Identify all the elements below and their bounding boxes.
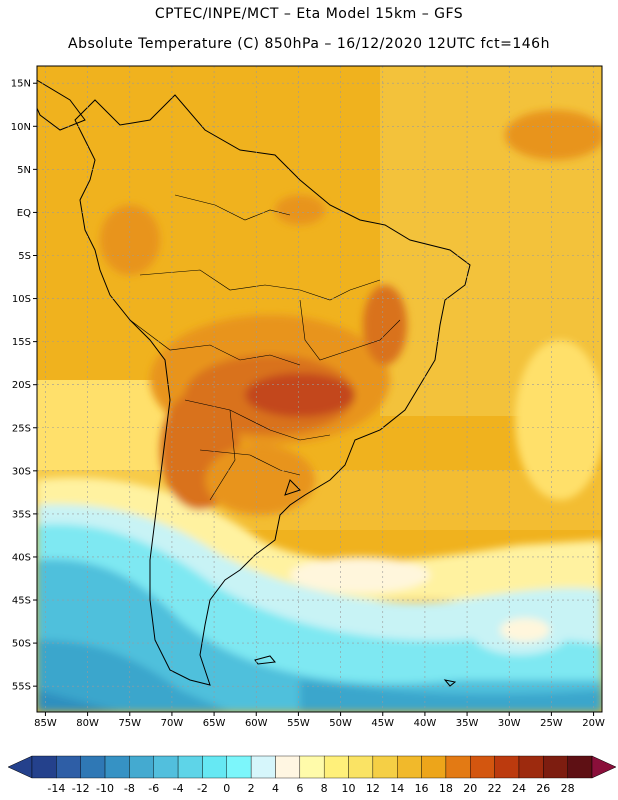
- colorbar-min-arrow: [7, 755, 33, 779]
- coastlines: [37, 79, 471, 687]
- colorbar-label: 28: [561, 782, 575, 795]
- colorbar-swatch: [226, 755, 252, 779]
- colorbar-label: -8: [124, 782, 135, 795]
- lon-tick-label: 55W: [287, 718, 310, 729]
- lat-tick-label: 20S: [12, 380, 31, 391]
- lat-tick-label: 45S: [12, 596, 31, 607]
- colorbar-swatch: [421, 755, 447, 779]
- colorbar-swatch: [397, 755, 422, 779]
- colorbar-swatch: [567, 755, 593, 779]
- colorbar-swatch: [177, 755, 203, 779]
- borders: [129, 194, 401, 501]
- lon-tick-label: 35W: [456, 718, 479, 729]
- colorbar-label: -14: [47, 782, 65, 795]
- lat-tick-label: 10N: [11, 122, 31, 133]
- colorbar-swatch: [323, 755, 349, 779]
- lat-tick-label: 10S: [12, 294, 31, 305]
- colorbar-label: 16: [415, 782, 429, 795]
- lon-tick-label: 65W: [203, 718, 226, 729]
- lat-tick-label: 40S: [12, 552, 31, 563]
- lat-tick-label: 15S: [12, 337, 31, 348]
- lon-tick-label: 40W: [414, 718, 437, 729]
- colorbar-label: -4: [173, 782, 184, 795]
- lon-tick-label: 20W: [582, 718, 605, 729]
- lon-tick-label: 30W: [498, 718, 521, 729]
- lat-tick-label: 5S: [18, 251, 31, 262]
- colorbar-label: -6: [148, 782, 159, 795]
- graticule: [37, 66, 602, 712]
- colorbar-label: -2: [197, 782, 208, 795]
- lat-tick-label: 30S: [12, 466, 31, 477]
- colorbar-label: 12: [366, 782, 380, 795]
- colorbar-label: 6: [296, 782, 303, 795]
- lon-tick-label: 75W: [118, 718, 141, 729]
- colorbar-swatch: [543, 755, 568, 779]
- axis-ticks: [33, 82, 595, 716]
- lon-tick-label: 60W: [245, 718, 268, 729]
- lat-tick-label: 15N: [11, 79, 31, 90]
- lon-tick-label: 70W: [161, 718, 184, 729]
- lat-tick-label: 55S: [12, 682, 31, 693]
- colorbar-label: 24: [512, 782, 526, 795]
- colorbar-swatch: [56, 755, 81, 779]
- lon-tick-label: 50W: [329, 718, 352, 729]
- heat-core-24c: [245, 373, 355, 417]
- temperature-field: [37, 66, 602, 712]
- colorbar-label: 22: [488, 782, 502, 795]
- central-america-outline: [37, 79, 86, 131]
- colorbar-label: 20: [463, 782, 477, 795]
- band-neg2c: [37, 640, 230, 712]
- colorbar-swatch: [153, 755, 179, 779]
- colorbar-swatch: [299, 755, 325, 779]
- colorbar-swatch: [348, 755, 374, 779]
- colorbar-swatch: [494, 755, 520, 779]
- lon-tick-label: 45W: [371, 718, 394, 729]
- lat-tick-label: 5N: [17, 165, 31, 176]
- map-title-line2: Absolute Temperature (C) 850hPa – 16/12/…: [68, 36, 550, 52]
- colorbar-swatch: [104, 755, 130, 779]
- colorbar-swatch: [129, 755, 154, 779]
- colorbar-label: 18: [439, 782, 453, 795]
- longitude-labels: 85W 80W 75W 70W 65W 60W 55W 50W 45W 40W 35W 30W 25W 2…: [34, 718, 605, 729]
- colorbar-swatch: [31, 755, 57, 779]
- lat-tick-label: 35S: [12, 509, 31, 520]
- lat-tick-label: EQ: [17, 208, 31, 219]
- colorbar-max-arrow: [591, 755, 617, 779]
- colorbar-swatch: [80, 755, 106, 779]
- colorbar-label: 26: [536, 782, 550, 795]
- colorbar-label: 8: [321, 782, 328, 795]
- colorbar-swatch: [275, 755, 301, 779]
- plot-frame: [36, 65, 603, 713]
- map-title-line1: CPTEC/INPE/MCT – Eta Model 15km – GFS: [154, 6, 464, 22]
- colorbar-label: 14: [390, 782, 404, 795]
- lon-tick-label: 85W: [34, 718, 57, 729]
- colorbar-label: 0: [223, 782, 230, 795]
- colorbar-swatch: [372, 755, 398, 779]
- colorbar-label: -10: [96, 782, 114, 795]
- lon-tick-label: 80W: [76, 718, 99, 729]
- colorbar-swatch: [445, 755, 471, 779]
- lat-tick-label: 50S: [12, 639, 31, 650]
- lat-tick-label: 25S: [12, 423, 31, 434]
- colorbar-labels: -14 -12 -10 -8 -6 -4 -2 0 2 4 6 8 10 12 14 16 18 20 22 24 26…: [47, 782, 574, 795]
- colorbar-label: 2: [248, 782, 255, 795]
- colorbar-swatch: [250, 755, 276, 779]
- colorbar-swatch: [518, 755, 544, 779]
- colorbar-swatch: [470, 755, 495, 779]
- colorbar-swatch: [202, 755, 227, 779]
- latitude-labels: 15N 10N 5N EQ 5S 10S 15S 20S 25S 30S 35S 40S 45S 50S 5…: [11, 79, 31, 693]
- colorbar-label: 10: [342, 782, 356, 795]
- lon-tick-label: 25W: [540, 718, 563, 729]
- colorbar: [7, 755, 617, 779]
- south-america-outline: [74, 94, 471, 686]
- colorbar-label: -12: [72, 782, 90, 795]
- colorbar-label: 4: [272, 782, 279, 795]
